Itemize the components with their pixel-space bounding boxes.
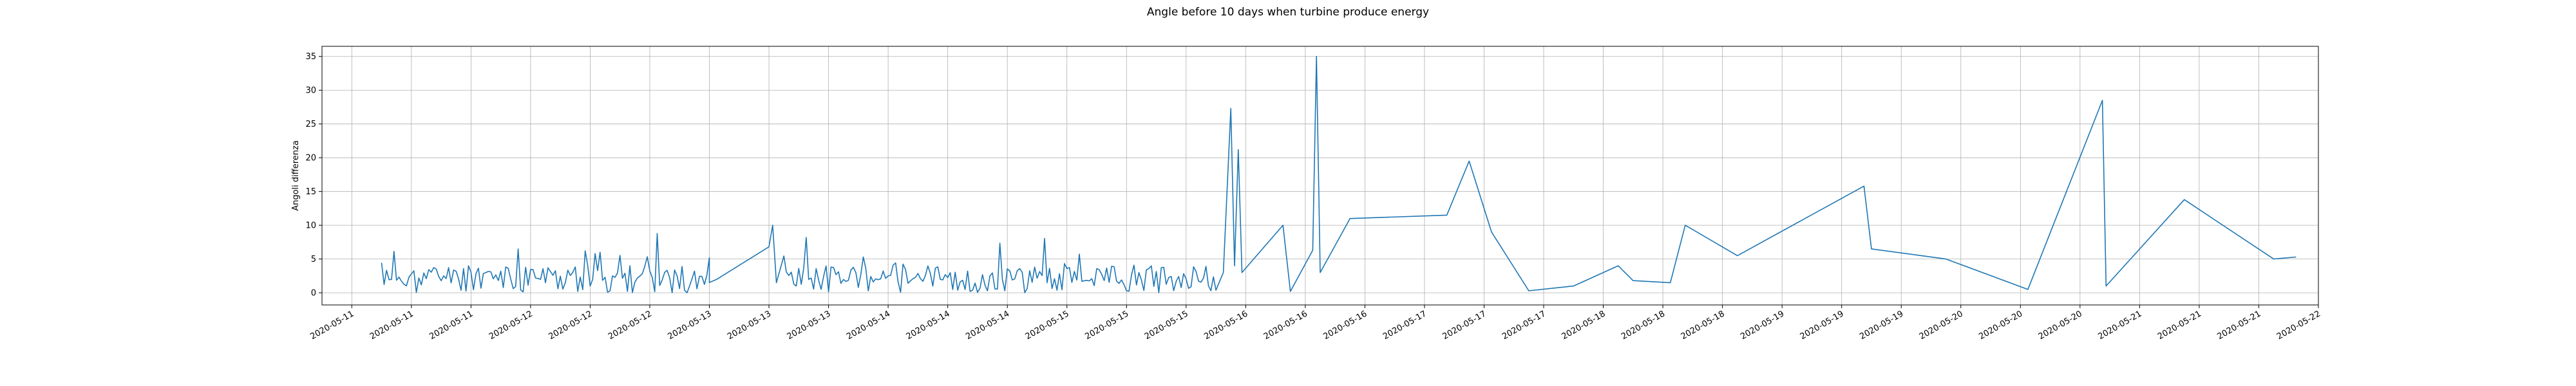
y-axis-label: Angoli differenza [291, 140, 301, 211]
plot-frame [321, 46, 2319, 306]
y-tick-label: 0 [311, 289, 316, 299]
series-line [381, 55, 2297, 293]
y-tick-label: 35 [305, 52, 316, 62]
y-tick-label: 5 [311, 255, 316, 264]
y-tick-label: 10 [305, 221, 316, 231]
y-tick-label: 30 [305, 86, 316, 96]
series-layer [381, 55, 2297, 293]
y-tick-label: 25 [305, 120, 316, 129]
y-tick-label: 20 [305, 154, 316, 163]
y-axis: 0 5 10 15 20 25 30 35 [305, 52, 322, 299]
chart-title: Angle before 10 days when turbine produc… [1147, 6, 1429, 19]
y-tick-label: 15 [305, 187, 316, 197]
